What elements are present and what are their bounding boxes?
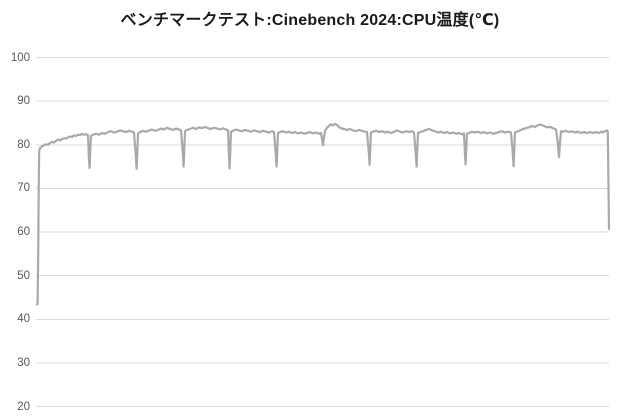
y-axis-tick-label: 50 <box>17 269 30 282</box>
y-axis-tick-label: 60 <box>17 226 30 238</box>
chart-title: ベンチマークテスト:Cinebench 2024:CPU温度(℃) <box>120 12 500 29</box>
temperature-line <box>35 122 611 306</box>
gridlines <box>36 57 609 407</box>
y-axis-tick-label: 70 <box>17 182 30 195</box>
y-axis-tick-label: 90 <box>17 95 30 108</box>
y-axis-tick-label: 100 <box>10 51 30 64</box>
y-axis-tick-label: 20 <box>17 400 30 413</box>
y-axis-tick-label: 80 <box>17 138 30 151</box>
y-axis-tick-label: 30 <box>17 356 30 369</box>
y-axis-tick-label: 40 <box>17 313 30 326</box>
